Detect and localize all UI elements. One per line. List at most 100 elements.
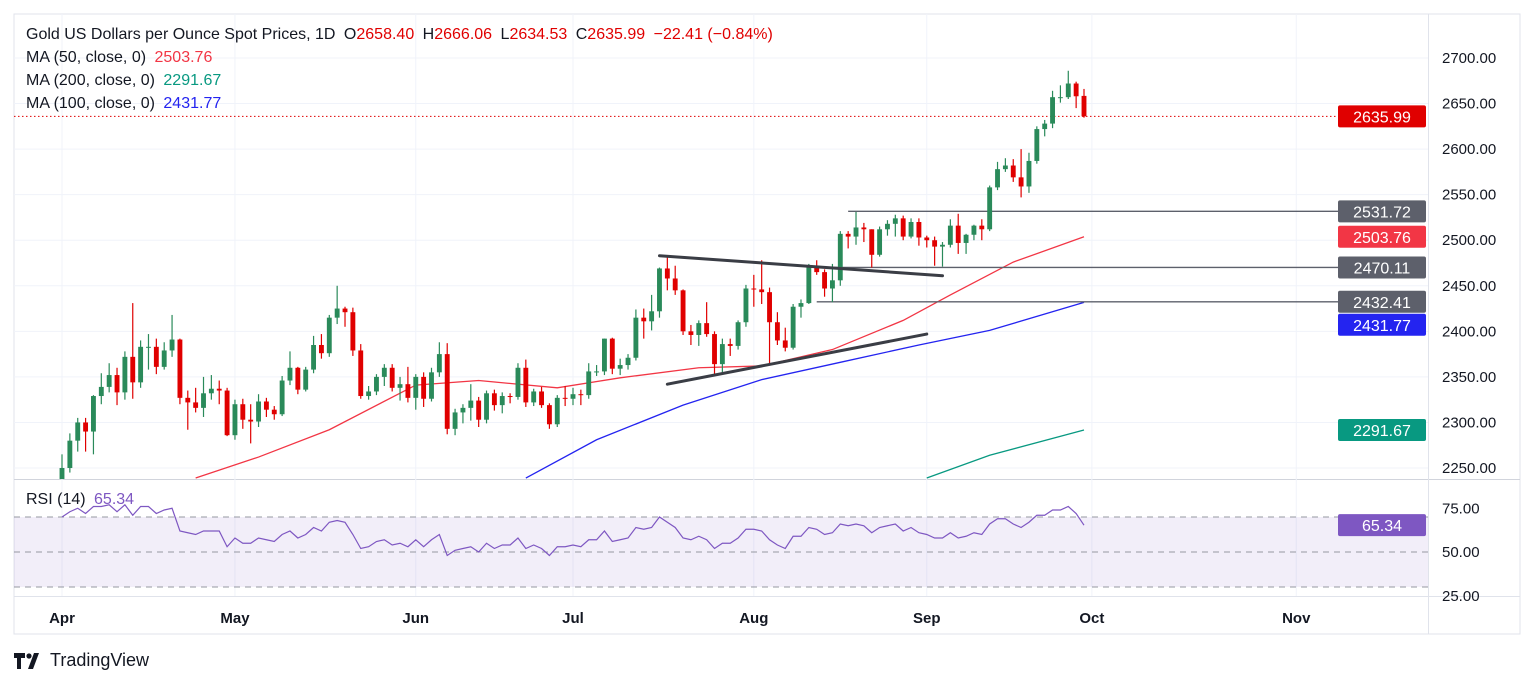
candle bbox=[256, 394, 261, 427]
candle-body bbox=[602, 338, 607, 372]
candle-body bbox=[554, 397, 560, 425]
candle bbox=[389, 364, 395, 392]
candle-body bbox=[334, 308, 340, 318]
candle-body bbox=[515, 367, 521, 397]
candle bbox=[570, 387, 576, 406]
candle bbox=[405, 366, 411, 403]
candle-body bbox=[366, 391, 372, 397]
candle bbox=[1042, 119, 1048, 137]
ma100-legend[interactable]: MA (100, close, 0) 2431.77 bbox=[26, 95, 225, 113]
candle-body bbox=[1065, 83, 1071, 98]
candle-body bbox=[696, 323, 702, 335]
candle bbox=[727, 338, 733, 356]
candle-body bbox=[546, 405, 552, 425]
candle bbox=[806, 263, 812, 304]
candle-body bbox=[979, 225, 985, 230]
candle bbox=[829, 263, 835, 303]
candle-body bbox=[617, 365, 623, 369]
candle-body bbox=[633, 317, 639, 358]
candle bbox=[908, 218, 914, 239]
candle bbox=[704, 302, 710, 337]
candle-body bbox=[106, 375, 112, 387]
price-axis-label: 2400.00 bbox=[1442, 323, 1496, 340]
candle-body bbox=[114, 375, 120, 393]
candle-body bbox=[735, 322, 741, 346]
price-tag: 2531.72 bbox=[1338, 200, 1426, 223]
candle-body bbox=[955, 225, 961, 243]
price-tag: 2431.77 bbox=[1338, 313, 1426, 336]
candle bbox=[208, 375, 214, 400]
candle-body bbox=[161, 350, 167, 367]
candle bbox=[869, 229, 875, 268]
candle bbox=[491, 389, 497, 411]
candle bbox=[98, 373, 104, 405]
price-tag-bg bbox=[1338, 256, 1426, 279]
candle-body bbox=[877, 229, 883, 255]
price-axis-label: 2250.00 bbox=[1442, 460, 1496, 477]
candle-body bbox=[91, 396, 96, 432]
candle-body bbox=[1026, 160, 1032, 187]
candle bbox=[1026, 152, 1032, 193]
candle bbox=[114, 367, 120, 406]
candle-body bbox=[295, 367, 301, 390]
candle bbox=[1018, 149, 1024, 198]
candle-body bbox=[130, 356, 136, 383]
candle-body bbox=[240, 404, 246, 420]
candle-body bbox=[1018, 177, 1024, 187]
candle-body bbox=[405, 384, 411, 398]
close-value: 2635.99 bbox=[587, 26, 646, 43]
candle bbox=[877, 226, 883, 257]
candle bbox=[963, 233, 969, 254]
price-tag-bg bbox=[1338, 200, 1426, 223]
candle-body bbox=[153, 346, 159, 367]
candle bbox=[381, 364, 387, 386]
price-axis-label: 2700.00 bbox=[1442, 50, 1496, 67]
candle bbox=[845, 231, 851, 249]
ma50-label: MA (50, close, 0) bbox=[26, 49, 147, 66]
candle bbox=[185, 390, 191, 430]
candle-body bbox=[932, 240, 938, 247]
price-axis-label: 2450.00 bbox=[1442, 278, 1496, 295]
time-axis-label: Aug bbox=[739, 610, 768, 627]
candle bbox=[413, 374, 419, 410]
candle-body bbox=[98, 386, 104, 397]
candle-body bbox=[248, 419, 254, 422]
candle-body bbox=[444, 354, 450, 429]
candle-body bbox=[641, 317, 647, 322]
candle bbox=[822, 269, 828, 297]
candle bbox=[641, 308, 647, 339]
price-tag-bg bbox=[1338, 290, 1426, 313]
candle-body bbox=[75, 422, 81, 441]
ma50-legend[interactable]: MA (50, close, 0) 2503.76 bbox=[26, 49, 216, 67]
candle-body bbox=[1002, 165, 1008, 170]
candle-body bbox=[484, 393, 489, 420]
candle-body bbox=[562, 397, 568, 399]
rsi-legend[interactable]: RSI (14) 65.34 bbox=[26, 491, 138, 509]
price-tag-text: 2503.76 bbox=[1353, 230, 1411, 247]
candle bbox=[696, 320, 702, 346]
candle bbox=[625, 354, 631, 370]
ma100-label: MA (100, close, 0) bbox=[26, 95, 155, 112]
candle bbox=[853, 211, 859, 245]
candle bbox=[326, 314, 332, 357]
candle-body bbox=[318, 345, 324, 354]
candle-body bbox=[861, 227, 867, 230]
candle-body bbox=[767, 292, 772, 323]
candle bbox=[240, 398, 246, 429]
candle-body bbox=[1042, 123, 1048, 130]
ma200-legend[interactable]: MA (200, close, 0) 2291.67 bbox=[26, 72, 225, 90]
ma200-label: MA (200, close, 0) bbox=[26, 72, 155, 89]
candle-body bbox=[782, 340, 788, 348]
candle bbox=[311, 335, 317, 374]
price-tag-bg bbox=[1338, 105, 1426, 128]
candle-body bbox=[594, 371, 600, 373]
tradingview-logo[interactable]: TradingView bbox=[14, 650, 149, 671]
candle bbox=[940, 242, 945, 267]
candle-body bbox=[287, 367, 293, 381]
candle bbox=[216, 380, 222, 405]
candle-body bbox=[719, 344, 725, 365]
candle-body bbox=[358, 350, 364, 397]
candle bbox=[539, 386, 544, 408]
candle-body bbox=[712, 334, 717, 365]
